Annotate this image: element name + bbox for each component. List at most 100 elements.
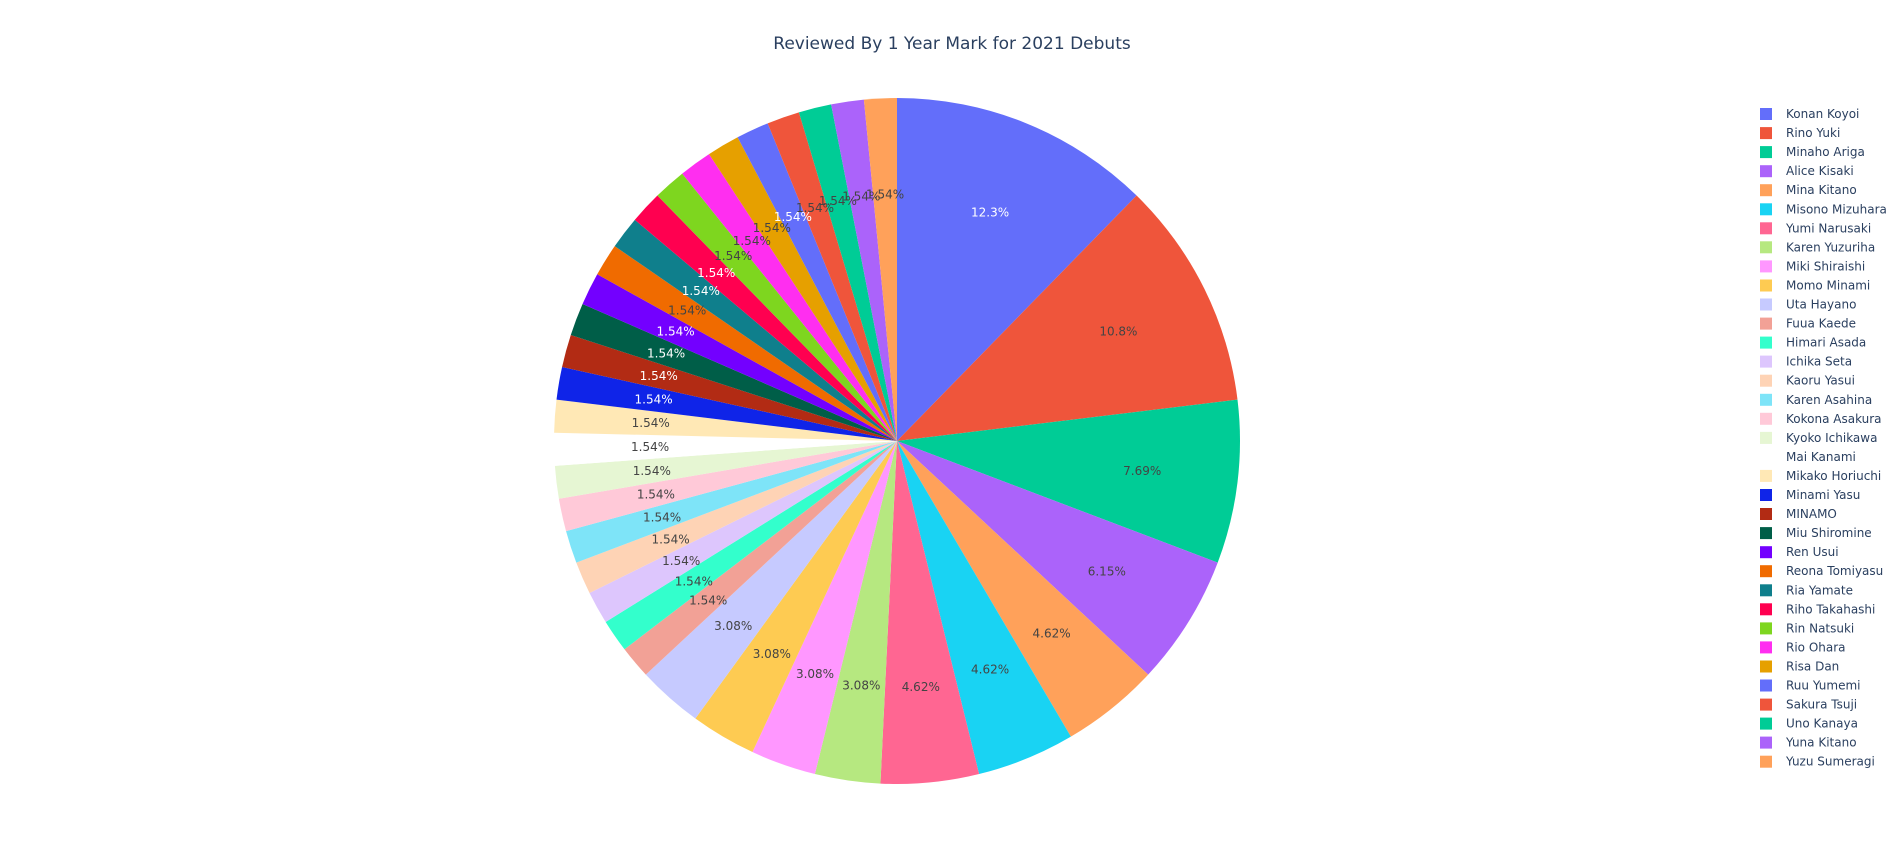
pie-slice-24[interactable] bbox=[597, 246, 897, 441]
pie-slice-label-0: 12.3% bbox=[971, 205, 1009, 219]
legend-item[interactable]: Alice Kisaki bbox=[1760, 164, 1854, 178]
pie-slice-label-13: 1.54% bbox=[662, 554, 700, 568]
pie-slice-25[interactable] bbox=[614, 219, 897, 441]
pie-slice-label-16: 1.54% bbox=[637, 487, 675, 501]
pie-slice-30[interactable] bbox=[737, 123, 897, 442]
pie-slice-0[interactable] bbox=[897, 98, 1137, 441]
pie-slice-12[interactable] bbox=[605, 441, 897, 650]
legend-swatch bbox=[1760, 679, 1772, 692]
legend-item[interactable]: Ruu Yumemi bbox=[1760, 679, 1860, 693]
legend-swatch bbox=[1760, 527, 1772, 540]
legend-label: Alice Kisaki bbox=[1786, 164, 1854, 178]
legend-item[interactable]: Kaoru Yasui bbox=[1760, 374, 1855, 388]
pie-slice-13[interactable] bbox=[589, 441, 897, 622]
legend-item[interactable]: Himari Asada bbox=[1760, 336, 1866, 350]
pie-slice-9[interactable] bbox=[695, 441, 897, 753]
pie-slice-20[interactable] bbox=[556, 366, 897, 441]
legend-label: Miu Shiromine bbox=[1786, 526, 1872, 540]
legend-item[interactable]: Uno Kanaya bbox=[1760, 717, 1858, 731]
legend-swatch bbox=[1760, 336, 1772, 349]
legend-item[interactable]: Miki Shiraishi bbox=[1760, 259, 1865, 273]
legend-item[interactable]: Ichika Seta bbox=[1760, 355, 1852, 369]
legend-item[interactable]: Mina Kitano bbox=[1760, 183, 1857, 197]
pie-slice-26[interactable] bbox=[634, 195, 897, 441]
pie-slice-label-6: 4.62% bbox=[902, 680, 940, 694]
pie-slice-19[interactable] bbox=[554, 399, 897, 441]
legend-label: Reona Tomiyasu bbox=[1786, 564, 1883, 578]
legend-item[interactable]: Minami Yasu bbox=[1760, 488, 1860, 502]
pie-slice-23[interactable] bbox=[582, 274, 897, 441]
legend-item[interactable]: Karen Asahina bbox=[1760, 393, 1872, 407]
pie-slice-label-26: 1.54% bbox=[697, 266, 735, 280]
legend-item[interactable]: Ria Yamate bbox=[1760, 583, 1853, 597]
legend-item[interactable]: Momo Minami bbox=[1760, 279, 1870, 293]
legend-swatch bbox=[1760, 298, 1772, 311]
legend-label: Uta Hayano bbox=[1786, 298, 1856, 312]
legend-swatch bbox=[1760, 203, 1772, 216]
pie-slice-27[interactable] bbox=[657, 173, 897, 441]
legend-item[interactable]: MINAMO bbox=[1760, 507, 1837, 521]
legend-label: Mina Kitano bbox=[1786, 183, 1857, 197]
legend-item[interactable]: Risa Dan bbox=[1760, 660, 1839, 674]
pie-slice-8[interactable] bbox=[752, 441, 897, 775]
pie-slice-label-23: 1.54% bbox=[657, 325, 695, 339]
legend-item[interactable]: Minaho Ariga bbox=[1760, 145, 1865, 159]
pie-slice-1[interactable] bbox=[897, 195, 1238, 441]
legend-item[interactable]: Rino Yuki bbox=[1760, 126, 1840, 140]
legend-swatch bbox=[1760, 450, 1772, 463]
legend-item[interactable]: Yuzu Sumeragi bbox=[1760, 755, 1875, 769]
pie-slice-10[interactable] bbox=[645, 441, 897, 719]
legend-item[interactable]: Kokona Asakura bbox=[1760, 412, 1882, 426]
legend-item[interactable]: Miu Shiromine bbox=[1760, 526, 1872, 540]
legend-label: Rino Yuki bbox=[1786, 126, 1840, 140]
pie-slice-label-34: 1.54% bbox=[866, 187, 904, 201]
pie-slice-21[interactable] bbox=[562, 335, 897, 441]
pie-slice-32[interactable] bbox=[798, 104, 897, 441]
legend-item[interactable]: Ren Usui bbox=[1760, 545, 1839, 559]
legend[interactable]: Konan Koyoi Rino Yuki Minaho Ariga Alice Ki… bbox=[1760, 107, 1887, 769]
pie-slice-label-3: 6.15% bbox=[1088, 564, 1126, 578]
pie-slice-6[interactable] bbox=[880, 441, 980, 784]
legend-label: Mai Kanami bbox=[1786, 450, 1856, 464]
legend-item[interactable]: Uta Hayano bbox=[1760, 298, 1856, 312]
pie-slice-7[interactable] bbox=[814, 441, 897, 784]
pie-slice-28[interactable] bbox=[682, 154, 897, 441]
pie-slice-15[interactable] bbox=[566, 441, 897, 563]
legend-item[interactable]: Rin Natsuki bbox=[1760, 621, 1854, 635]
legend-label: Miki Shiraishi bbox=[1786, 259, 1865, 273]
pie-slice-label-10: 3.08% bbox=[714, 619, 752, 633]
pie-slice-29[interactable] bbox=[709, 137, 897, 442]
pie-slice-22[interactable] bbox=[570, 304, 897, 441]
legend-item[interactable]: Reona Tomiyasu bbox=[1760, 564, 1883, 578]
legend-item[interactable]: Misono Mizuhara bbox=[1760, 202, 1887, 216]
pie-slice-2[interactable] bbox=[897, 399, 1240, 563]
legend-item[interactable]: Yuna Kitano bbox=[1760, 736, 1857, 750]
pie-slice-17[interactable] bbox=[554, 441, 897, 499]
legend-item[interactable]: Mikako Horiuchi bbox=[1760, 469, 1881, 483]
legend-item[interactable]: Mai Kanami bbox=[1760, 450, 1856, 464]
legend-item[interactable]: Sakura Tsuji bbox=[1760, 698, 1857, 712]
pie-slice-3[interactable] bbox=[897, 441, 1218, 675]
legend-swatch bbox=[1760, 660, 1772, 673]
pie-slice-31[interactable] bbox=[767, 112, 897, 441]
pie-slice-4[interactable] bbox=[897, 441, 1149, 737]
pie-slice-33[interactable] bbox=[831, 99, 897, 441]
legend-item[interactable]: Karen Yuzuriha bbox=[1760, 240, 1875, 254]
pie-slice-18[interactable] bbox=[554, 432, 897, 466]
pie-slice-16[interactable] bbox=[558, 441, 897, 532]
pie-slice-14[interactable] bbox=[576, 441, 897, 594]
legend-item[interactable]: Konan Koyoi bbox=[1760, 107, 1859, 121]
pie-slice-5[interactable] bbox=[897, 441, 1071, 775]
legend-item[interactable]: Rio Ohara bbox=[1760, 640, 1846, 654]
pie-slice-label-29: 1.54% bbox=[753, 221, 791, 235]
legend-item[interactable]: Yumi Narusaki bbox=[1760, 221, 1871, 235]
chart-title: Reviewed By 1 Year Mark for 2021 Debuts bbox=[773, 34, 1131, 54]
legend-item[interactable]: Riho Takahashi bbox=[1760, 602, 1875, 616]
legend-item[interactable]: Kyoko Ichikawa bbox=[1760, 431, 1877, 445]
pie-slice-11[interactable] bbox=[624, 441, 897, 675]
pie-slice-label-11: 1.54% bbox=[689, 593, 727, 607]
legend-item[interactable]: Fuua Kaede bbox=[1760, 317, 1856, 331]
legend-swatch bbox=[1760, 565, 1772, 578]
pie-slice-34[interactable] bbox=[863, 98, 897, 441]
legend-label: Rin Natsuki bbox=[1786, 621, 1854, 635]
